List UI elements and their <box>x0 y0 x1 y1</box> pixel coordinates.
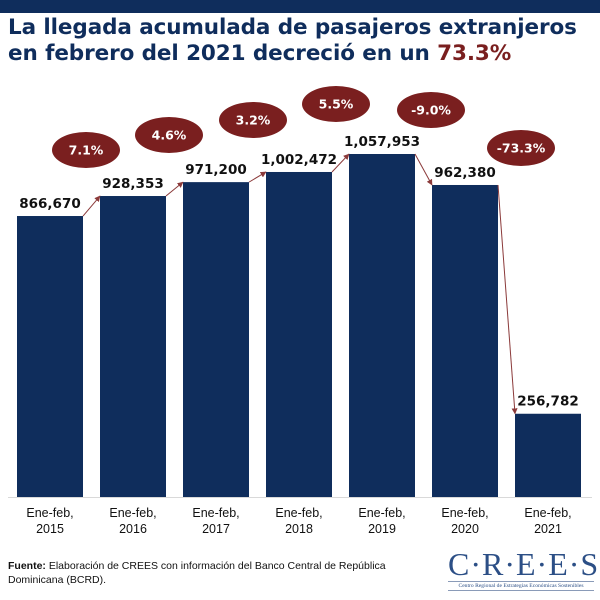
crees-logo: C·R·E·E·S Centro Regional de Estrategias… <box>448 546 600 592</box>
growth-rate-label-1: 4.6% <box>152 128 187 143</box>
x-tick-year-0: 2015 <box>36 522 64 536</box>
growth-bubble-3 <box>302 86 370 122</box>
bar-2 <box>183 182 249 497</box>
bar-1 <box>100 196 166 497</box>
chart-title: La llegada acumulada de pasajeros extran… <box>8 15 598 67</box>
top-bar <box>0 0 600 13</box>
title-highlight: 73.3% <box>437 41 512 66</box>
bar-0 <box>17 216 83 497</box>
value-label-1: 928,353 <box>102 176 164 192</box>
x-tick-label-2: Ene-feb, <box>192 506 239 520</box>
growth-bubble-0 <box>52 132 120 168</box>
growth-bubble-4 <box>397 92 465 128</box>
growth-bubble-5 <box>487 130 555 166</box>
change-arrow-3 <box>331 153 350 173</box>
growth-rate-label-4: -9.0% <box>411 103 451 118</box>
growth-rate-label-3: 5.5% <box>319 97 354 112</box>
change-arrow-4 <box>414 153 433 186</box>
growth-bubble-2 <box>219 102 287 138</box>
x-tick-year-4: 2019 <box>368 522 396 536</box>
change-arrow-1 <box>165 181 184 197</box>
x-tick-year-3: 2018 <box>285 522 313 536</box>
bar-5 <box>432 184 498 497</box>
source-label: Fuente: <box>8 560 46 572</box>
bar-6 <box>515 413 581 497</box>
value-label-5: 962,380 <box>434 165 496 181</box>
title-main: La llegada acumulada de pasajeros extran… <box>8 15 577 66</box>
x-tick-label-4: Ene-feb, <box>358 506 405 520</box>
source-note: Fuente: Elaboración de CREES con informa… <box>8 559 438 587</box>
change-arrow-5 <box>497 184 518 415</box>
x-tick-label-3: Ene-feb, <box>275 506 322 520</box>
logo-name: C·R·E·E·S <box>448 546 600 582</box>
value-label-6: 256,782 <box>517 394 579 410</box>
x-tick-label-6: Ene-feb, <box>524 506 571 520</box>
growth-bubble-1 <box>135 117 203 153</box>
value-label-2: 971,200 <box>185 162 247 178</box>
growth-rate-label-5: -73.3% <box>497 141 546 156</box>
x-tick-year-5: 2020 <box>451 522 479 536</box>
bar-chart: 7.1% 4.6% 3.2% 5.5% -9.0% -73.3% 866,670 928,3… <box>8 86 592 536</box>
x-tick-year-6: 2021 <box>534 522 562 536</box>
logo-subtitle: Centro Regional de Estrategias Económica… <box>448 581 594 591</box>
change-arrow-0 <box>82 195 101 217</box>
x-tick-label-0: Ene-feb, <box>26 506 73 520</box>
bar-4 <box>349 154 415 497</box>
x-tick-label-1: Ene-feb, <box>109 506 156 520</box>
x-tick-year-1: 2016 <box>119 522 147 536</box>
change-arrow-2 <box>248 171 267 183</box>
x-tick-label-5: Ene-feb, <box>441 506 488 520</box>
value-label-3: 1,002,472 <box>261 152 337 168</box>
growth-rate-label-2: 3.2% <box>236 113 271 128</box>
x-tick-year-2: 2017 <box>202 522 230 536</box>
bar-3 <box>266 171 332 497</box>
growth-rate-label-0: 7.1% <box>69 143 104 158</box>
source-text: Elaboración de CREES con información del… <box>8 560 386 586</box>
value-label-4: 1,057,953 <box>344 134 420 150</box>
value-label-0: 866,670 <box>19 196 81 212</box>
